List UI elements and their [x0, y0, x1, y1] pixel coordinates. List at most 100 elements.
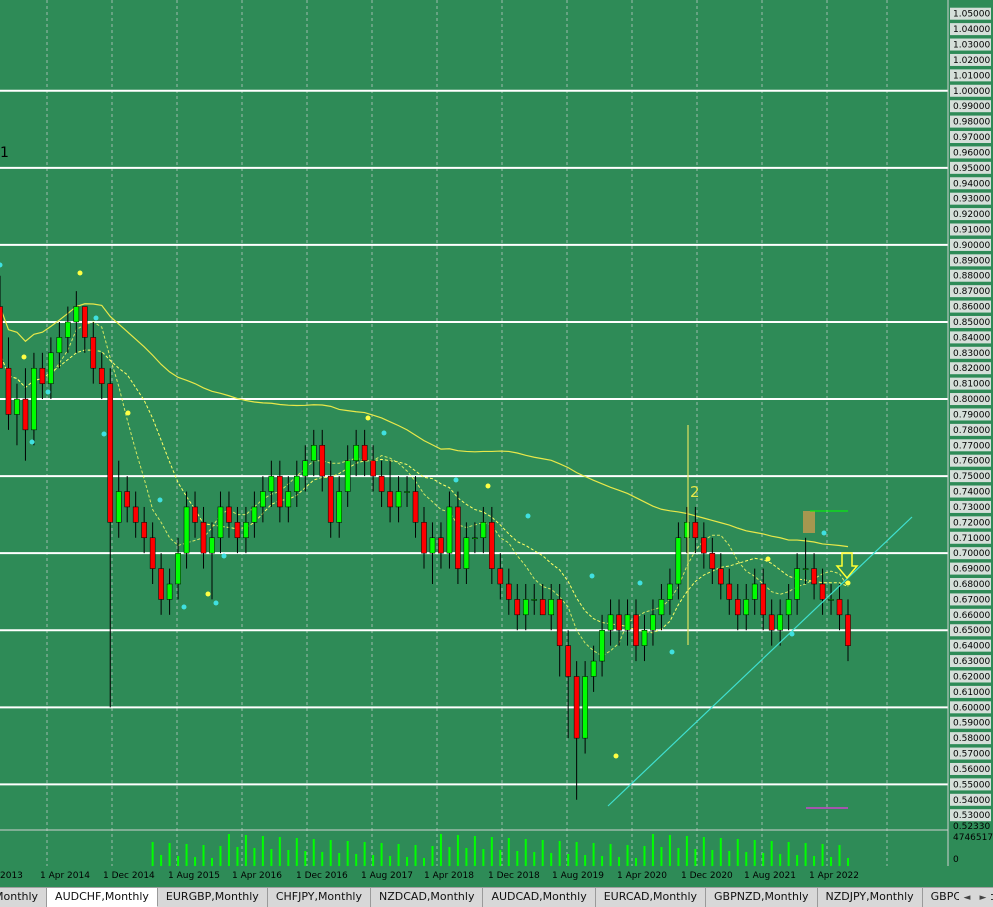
tab-audcad-monthly[interactable]: AUDCAD,Monthly: [483, 888, 596, 907]
price-axis[interactable]: 1.05000 1.04000 1.03000 1.02000 1.01000 1.000…: [947, 0, 993, 887]
date-label: 1 Apr 2020: [617, 871, 667, 881]
volume-bar: [541, 840, 544, 866]
candle-body: [667, 583, 673, 600]
price-label: 0.91000: [953, 225, 990, 235]
price-label: 0.86000: [953, 303, 990, 313]
date-label: 1 Dec 2018: [488, 871, 540, 881]
signal-dot: [525, 513, 531, 519]
drawings: 12: [0, 145, 913, 809]
volume-bar: [685, 836, 688, 866]
price-label-box: [950, 315, 991, 328]
candle: [828, 584, 834, 615]
candle: [209, 522, 215, 600]
date-label: 1 Apr 2016: [232, 871, 282, 881]
candle: [633, 599, 639, 662]
tab-active-audchf[interactable]: AUDCHF,Monthly: [47, 888, 158, 907]
volume-bar: [668, 835, 671, 866]
tab-scroll-right-icon[interactable]: ►: [975, 888, 991, 907]
candle-body: [260, 491, 266, 508]
price-label-box: [950, 639, 991, 652]
candle-body: [768, 614, 775, 631]
candle-body: [480, 522, 487, 539]
candle: [607, 599, 614, 646]
volume-bar: [813, 856, 816, 866]
price-label: 0.68000: [953, 580, 990, 590]
tab-eurcad-monthly[interactable]: EURCAD,Monthly: [596, 888, 707, 907]
price-label-box: [950, 793, 991, 806]
candle: [175, 537, 181, 600]
price-label: 0.99000: [953, 102, 990, 112]
candle-body: [217, 506, 224, 539]
candle-body: [209, 537, 215, 554]
candle: [294, 460, 300, 507]
candle-body: [573, 676, 580, 739]
candle: [404, 476, 410, 507]
date-label: 1 Dec 2016: [296, 871, 348, 881]
price-label-box: [950, 670, 991, 683]
candle: [539, 584, 546, 616]
volume-bar: [304, 851, 307, 866]
candle: [344, 445, 351, 507]
candle: [455, 491, 461, 585]
date-label: 1 Aug 2019: [552, 871, 604, 881]
price-label-box: [950, 53, 991, 66]
volume-bar: [567, 854, 570, 866]
signal-dot: [453, 477, 459, 483]
candle-body: [726, 583, 733, 600]
price-chart[interactable]: 12 1.050001.040001.030001.020001.010001.…: [0, 0, 993, 887]
tab-eurgbp-monthly[interactable]: EURGBP,Monthly: [158, 888, 268, 907]
candle-body: [421, 522, 427, 554]
candle-body: [158, 568, 164, 600]
volume-bar: [643, 846, 646, 866]
volume-bar: [160, 855, 163, 866]
moving-averages: [0, 303, 849, 657]
volume-bar: [414, 845, 417, 866]
volume-bar: [312, 839, 315, 866]
candle-body: [531, 599, 538, 601]
candle-body: [701, 537, 707, 554]
tab-chfjpy-monthly[interactable]: CHFJPY,Monthly: [268, 888, 371, 907]
candle: [361, 429, 368, 477]
candle: [234, 506, 241, 554]
candle: [14, 383, 20, 446]
candle: [183, 491, 190, 569]
candle: [522, 584, 529, 631]
tab-monthly[interactable]: Monthly: [0, 888, 48, 907]
price-label: 0.96000: [953, 148, 990, 158]
volume-bar: [270, 849, 273, 866]
candle: [124, 476, 130, 523]
candle-body: [684, 522, 690, 539]
price-label-box: [950, 254, 991, 267]
volume-bar: [804, 843, 807, 866]
horizontal-levels: [0, 89, 948, 786]
volume-bars: [0, 829, 948, 866]
volume-bar: [702, 837, 705, 866]
signal-dot: [93, 315, 99, 321]
price-label: 0.57000: [953, 750, 990, 760]
candle-body: [658, 599, 665, 616]
candle: [777, 599, 783, 646]
signal-dot: [789, 631, 795, 637]
candle-body: [751, 583, 758, 600]
volume-bar: [821, 844, 824, 866]
signal-dot: [765, 556, 771, 562]
volume-bar: [719, 838, 722, 866]
tab-nzdjpy-monthly[interactable]: NZDJPY,Monthly: [818, 888, 923, 907]
candle: [319, 429, 326, 492]
price-label-box: [950, 747, 991, 760]
tab-scroll-left-icon[interactable]: ◄: [959, 888, 975, 907]
candle-body: [836, 599, 843, 616]
price-label-box: [950, 485, 991, 498]
candle-body: [412, 491, 419, 523]
candle-body: [497, 568, 504, 585]
candle-body: [90, 337, 97, 369]
date-label: 1 Dec 2014: [103, 871, 155, 881]
volume-bar: [227, 834, 230, 866]
tab-nzdcad-monthly[interactable]: NZDCAD,Monthly: [371, 888, 484, 907]
tab-gbpnzd-monthly[interactable]: GBPNZD,Monthly: [706, 888, 818, 907]
candle: [565, 630, 571, 739]
price-label-box: [950, 701, 991, 714]
price-label-box: [950, 38, 991, 51]
candle-body: [395, 491, 402, 508]
price-label: 0.56000: [953, 765, 990, 775]
